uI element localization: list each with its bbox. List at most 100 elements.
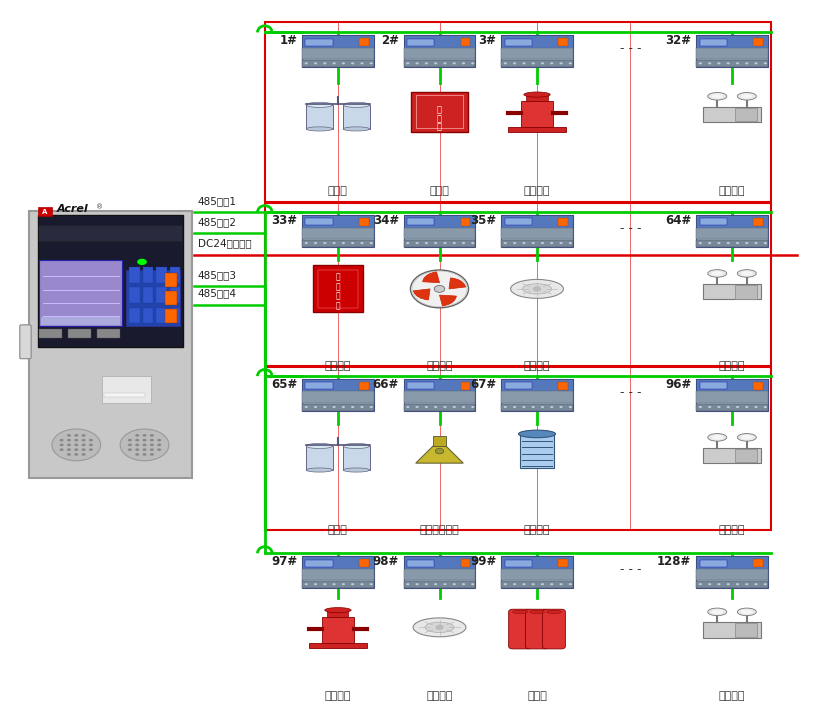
FancyBboxPatch shape [696,403,768,410]
Ellipse shape [737,92,756,100]
Circle shape [532,62,535,65]
FancyBboxPatch shape [313,266,363,312]
Circle shape [727,242,730,244]
FancyBboxPatch shape [696,35,768,67]
Circle shape [361,406,364,408]
Text: - - -: - - - [619,562,641,576]
FancyBboxPatch shape [302,391,374,403]
FancyBboxPatch shape [302,379,374,391]
FancyBboxPatch shape [696,215,768,246]
Circle shape [142,444,147,446]
Circle shape [323,242,326,244]
FancyBboxPatch shape [696,239,768,246]
Circle shape [434,583,437,585]
FancyBboxPatch shape [520,434,554,469]
Ellipse shape [711,609,723,614]
Circle shape [157,444,161,446]
Circle shape [135,439,139,442]
Circle shape [128,448,132,451]
Circle shape [717,583,720,585]
FancyBboxPatch shape [696,379,768,391]
Text: 消: 消 [335,273,340,281]
FancyBboxPatch shape [404,556,475,569]
Circle shape [736,62,739,65]
Text: 34#: 34# [373,214,399,226]
Circle shape [406,406,409,408]
Circle shape [471,242,475,244]
FancyBboxPatch shape [501,403,573,410]
FancyBboxPatch shape [39,329,63,337]
Circle shape [89,444,93,446]
Circle shape [59,444,63,446]
Ellipse shape [737,434,756,441]
FancyBboxPatch shape [68,329,91,337]
FancyBboxPatch shape [461,218,470,226]
FancyBboxPatch shape [302,35,374,67]
FancyBboxPatch shape [521,102,553,127]
Bar [265,366,771,530]
Circle shape [351,583,354,585]
Circle shape [462,583,465,585]
Circle shape [444,62,447,65]
Text: 应急照明: 应急照明 [719,361,746,371]
FancyBboxPatch shape [753,38,763,46]
FancyBboxPatch shape [165,309,177,323]
FancyBboxPatch shape [404,48,475,59]
Circle shape [550,242,554,244]
Circle shape [550,406,554,408]
Circle shape [435,625,444,630]
FancyBboxPatch shape [404,60,475,67]
Circle shape [150,439,154,442]
FancyBboxPatch shape [699,383,727,389]
Circle shape [745,406,748,408]
FancyBboxPatch shape [404,239,475,246]
Circle shape [304,62,308,65]
FancyBboxPatch shape [359,559,369,567]
Circle shape [523,62,526,65]
FancyBboxPatch shape [501,569,573,580]
FancyBboxPatch shape [509,609,532,649]
Ellipse shape [711,435,723,439]
Wedge shape [422,272,440,283]
Text: 排烟风机: 排烟风机 [427,361,453,371]
Circle shape [120,429,168,461]
FancyBboxPatch shape [501,556,573,569]
Circle shape [59,439,63,442]
Circle shape [434,285,444,293]
FancyBboxPatch shape [165,273,177,287]
Circle shape [708,62,711,65]
Ellipse shape [707,92,727,100]
FancyBboxPatch shape [344,105,370,129]
Ellipse shape [519,430,555,437]
Text: 3#: 3# [479,34,497,47]
Circle shape [304,583,308,585]
FancyBboxPatch shape [302,556,374,569]
Circle shape [370,406,373,408]
Polygon shape [416,446,463,463]
Circle shape [142,439,147,442]
Circle shape [513,583,516,585]
FancyBboxPatch shape [703,448,761,463]
Circle shape [323,62,326,65]
Circle shape [764,242,767,244]
Text: A: A [42,209,48,214]
Text: 消防栓: 消防栓 [527,691,547,701]
Circle shape [727,583,730,585]
Circle shape [540,406,544,408]
FancyBboxPatch shape [703,106,761,122]
FancyBboxPatch shape [501,60,573,67]
FancyBboxPatch shape [359,382,369,390]
Circle shape [332,583,335,585]
Circle shape [314,406,317,408]
FancyBboxPatch shape [156,267,167,283]
Circle shape [74,453,78,456]
FancyBboxPatch shape [404,228,475,239]
FancyBboxPatch shape [170,307,181,323]
FancyBboxPatch shape [126,270,180,326]
Text: 电: 电 [335,292,340,300]
FancyBboxPatch shape [104,393,145,398]
Circle shape [736,242,739,244]
Text: 66#: 66# [373,378,399,391]
FancyBboxPatch shape [39,260,122,326]
Circle shape [135,444,139,446]
